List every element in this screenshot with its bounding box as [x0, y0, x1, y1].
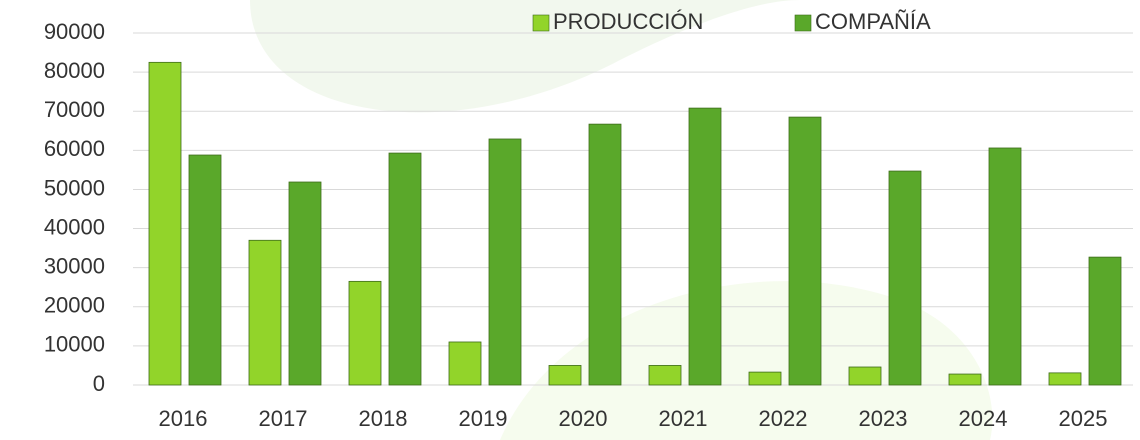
bar	[589, 124, 621, 385]
bar	[549, 365, 581, 385]
x-tick-label: 2019	[459, 406, 508, 431]
bar	[949, 374, 981, 385]
bar	[689, 108, 721, 385]
x-tick-label: 2017	[259, 406, 308, 431]
x-tick-label: 2020	[559, 406, 608, 431]
bar	[149, 62, 181, 385]
bar	[1089, 257, 1121, 385]
x-tick-label: 2018	[359, 406, 408, 431]
x-tick-label: 2023	[859, 406, 908, 431]
bar	[189, 155, 221, 385]
x-tick-label: 2021	[659, 406, 708, 431]
bar	[289, 182, 321, 385]
legend-label: COMPAÑÍA	[815, 9, 931, 34]
x-tick-label: 2016	[159, 406, 208, 431]
chart: 0 10000 20000 30000 40000 50000 60000 70000 8000…	[0, 0, 1140, 440]
y-tick-label: 30000	[44, 253, 105, 278]
bar	[449, 342, 481, 385]
y-tick-label: 20000	[44, 293, 105, 318]
bar	[989, 148, 1021, 385]
x-tick-label: 2022	[759, 406, 808, 431]
bar	[649, 365, 681, 385]
y-tick-label: 40000	[44, 214, 105, 239]
y-tick-label: 90000	[44, 19, 105, 44]
bar	[249, 240, 281, 385]
x-tick-label: 2024	[959, 406, 1008, 431]
bar	[349, 281, 381, 385]
y-tick-label: 10000	[44, 332, 105, 357]
legend-label: PRODUCCIÓN	[553, 9, 703, 34]
bar	[889, 171, 921, 385]
y-tick-label: 80000	[44, 58, 105, 83]
bar	[789, 117, 821, 385]
bar	[1049, 373, 1081, 385]
bar	[849, 367, 881, 385]
y-tick-label: 70000	[44, 97, 105, 122]
x-tick-label: 2025	[1059, 406, 1108, 431]
bar	[489, 139, 521, 385]
y-tick-label: 50000	[44, 175, 105, 200]
y-tick-label: 0	[93, 371, 105, 396]
bar	[389, 153, 421, 385]
bar	[749, 372, 781, 385]
y-tick-label: 60000	[44, 136, 105, 161]
legend-swatch	[533, 15, 549, 31]
legend-swatch	[795, 15, 811, 31]
